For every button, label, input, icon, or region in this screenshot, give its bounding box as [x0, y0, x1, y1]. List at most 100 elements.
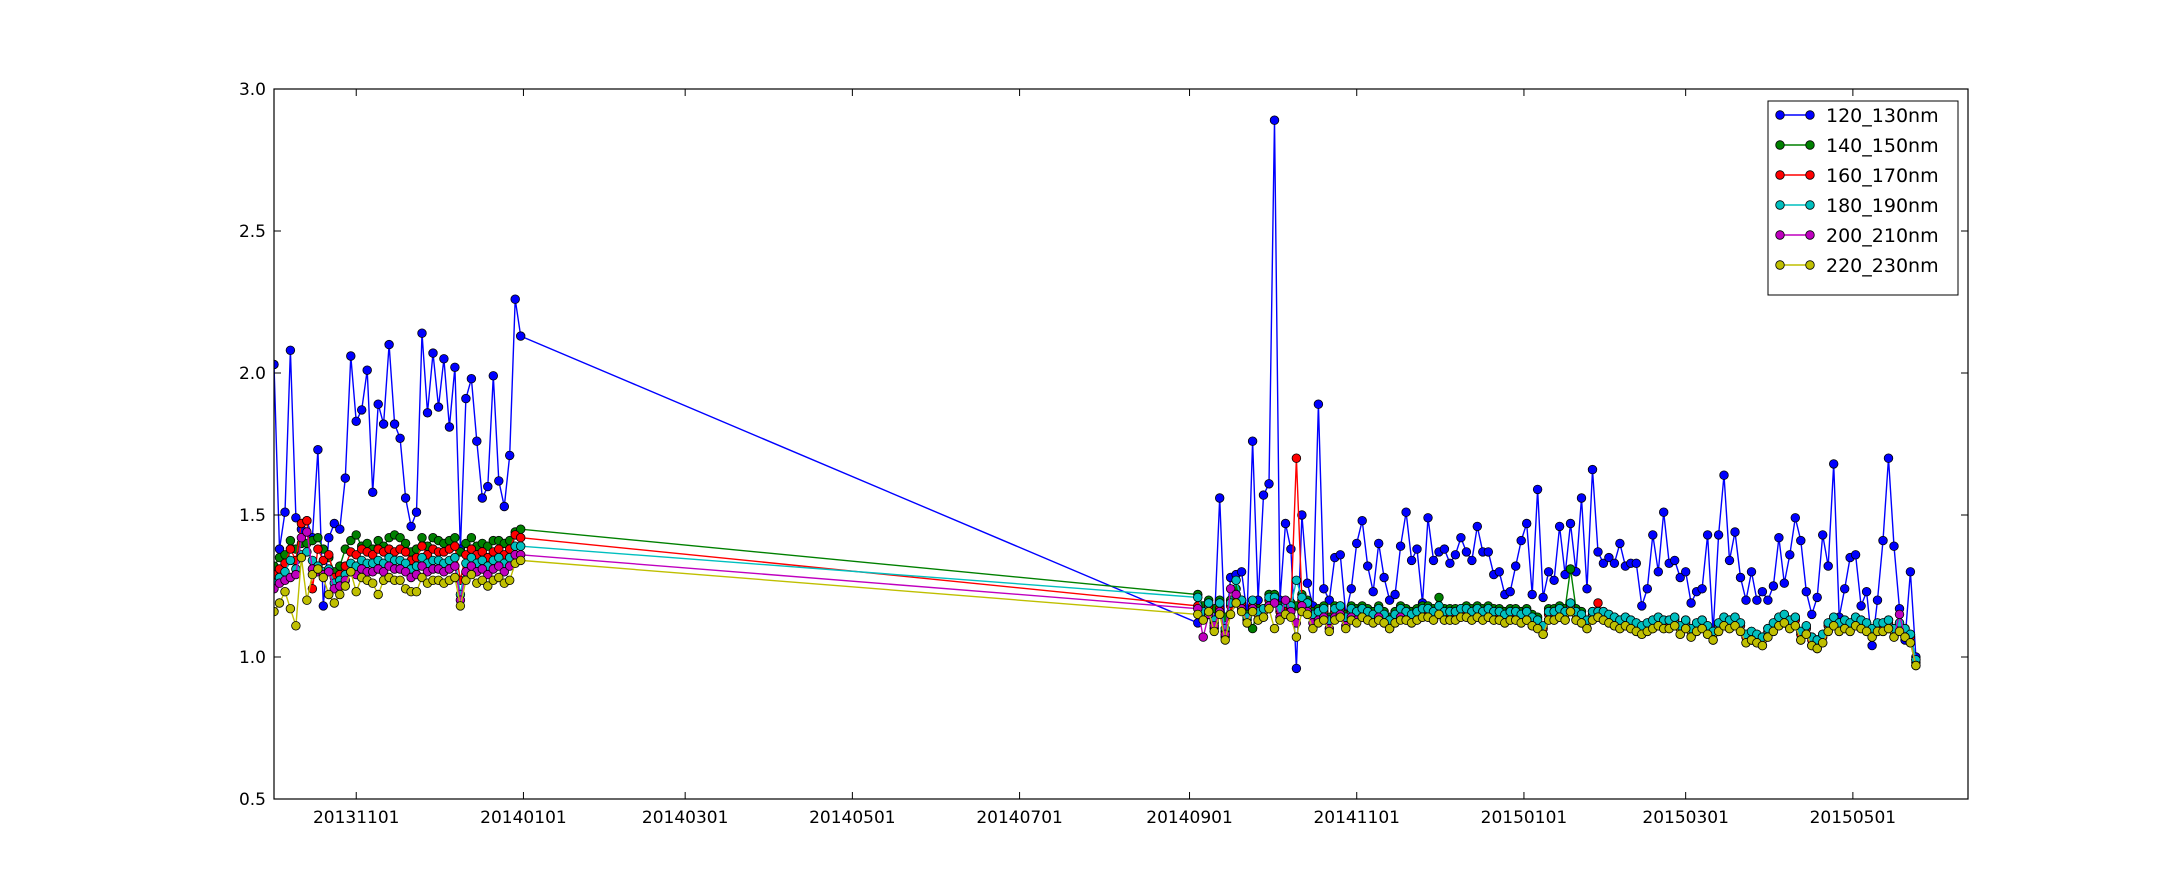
- data-point-200_210nm: [499, 567, 510, 577]
- data-point-120_130nm: [1631, 558, 1642, 569]
- data-point-120_130nm: [1297, 510, 1307, 520]
- data-point-120_130nm: [1236, 567, 1247, 577]
- data-point-120_130nm: [1346, 584, 1357, 594]
- data-point-220_230nm: [291, 621, 301, 631]
- data-point-180_190nm: [1669, 612, 1680, 622]
- x-tick-label: 20150501: [1810, 808, 1897, 828]
- data-point-220_230nm: [1883, 623, 1894, 634]
- data-point-220_230nm: [1730, 621, 1740, 631]
- data-point-120_130nm: [368, 487, 378, 498]
- data-point-160_170nm: [1291, 453, 1302, 463]
- data-point-180_190nm: [1790, 612, 1801, 622]
- data-point-220_230nm: [373, 589, 383, 600]
- data-point-220_230nm: [1231, 598, 1241, 608]
- legend-entry-200_210nm: 200_210nm: [1775, 225, 1939, 247]
- data-point-220_230nm: [1286, 612, 1296, 622]
- data-point-140_150nm: [417, 533, 427, 543]
- data-point-120_130nm: [1774, 533, 1784, 543]
- data-point-120_130nm: [1735, 572, 1746, 583]
- data-point-120_130nm: [1883, 453, 1894, 463]
- data-point-220_230nm: [1193, 609, 1203, 620]
- data-point-220_230nm: [1812, 643, 1822, 654]
- data-point-220_230nm: [1779, 618, 1790, 628]
- data-point-140_150nm: [483, 541, 493, 551]
- data-point-120_130nm: [1658, 507, 1669, 517]
- x-tick-label: 20140701: [976, 808, 1063, 828]
- legend-entry-220_230nm: 220_230nm: [1775, 255, 1939, 277]
- data-point-120_130nm: [1461, 547, 1472, 557]
- data-point-120_130nm: [351, 416, 361, 427]
- data-point-120_130nm: [335, 524, 345, 534]
- series-line-120_130nm: [274, 120, 1917, 669]
- data-point-120_130nm: [329, 518, 340, 529]
- data-point-140_150nm: [351, 530, 361, 540]
- data-point-220_230nm: [324, 589, 334, 600]
- data-point-120_130nm: [406, 521, 416, 532]
- legend-box: [1767, 100, 1959, 296]
- series-layer: [274, 115, 1921, 674]
- data-point-120_130nm: [1335, 550, 1346, 560]
- data-point-120_130nm: [1867, 640, 1877, 651]
- data-point-200_210nm: [1280, 595, 1291, 605]
- data-point-120_130nm: [1258, 490, 1269, 500]
- data-point-220_230nm: [450, 572, 460, 583]
- data-point-120_130nm: [1379, 572, 1389, 583]
- legend-marker: [1775, 230, 1785, 240]
- data-point-160_170nm: [302, 516, 312, 526]
- data-point-220_230nm: [1845, 626, 1855, 637]
- data-point-120_130nm: [1280, 518, 1291, 529]
- x-tick-label: 20150101: [1481, 808, 1568, 828]
- data-point-120_130nm: [1648, 530, 1658, 540]
- data-point-220_230nm: [1341, 623, 1351, 634]
- legend: 120_130nm 140_150nm 160_170nm 180_190nm 200_…: [1767, 100, 1959, 296]
- data-point-120_130nm: [1538, 592, 1548, 603]
- data-point-120_130nm: [1510, 561, 1521, 571]
- data-point-120_130nm: [1807, 609, 1817, 620]
- data-point-160_170nm: [313, 544, 323, 554]
- data-point-160_170nm: [318, 555, 329, 566]
- data-point-120_130nm: [1724, 555, 1735, 566]
- data-point-120_130nm: [389, 419, 400, 429]
- data-point-160_170nm: [1593, 598, 1603, 608]
- data-point-120_130nm: [318, 601, 329, 611]
- data-point-120_130nm: [1368, 587, 1378, 597]
- legend-marker: [1805, 260, 1815, 270]
- data-point-120_130nm: [1872, 595, 1883, 605]
- data-point-140_150nm: [1247, 623, 1258, 634]
- data-point-220_230nm: [1220, 635, 1230, 645]
- data-point-120_130nm: [1598, 558, 1609, 569]
- data-point-120_130nm: [1494, 567, 1505, 577]
- data-point-120_130nm: [1905, 567, 1916, 577]
- data-point-220_230nm: [1209, 626, 1219, 637]
- data-point-120_130nm: [362, 365, 372, 375]
- data-point-200_210nm: [1225, 584, 1236, 594]
- data-point-200_210nm: [291, 569, 301, 580]
- plot-frame: [273, 88, 1969, 800]
- legend-label: 180_190nm: [1826, 195, 1939, 217]
- data-point-220_230nm: [1258, 612, 1269, 622]
- data-point-220_230nm: [318, 572, 329, 583]
- data-point-180_190nm: [1291, 575, 1302, 586]
- data-point-200_210nm: [1269, 598, 1280, 608]
- data-point-180_190nm: [1801, 621, 1812, 631]
- data-point-220_230nm: [1532, 623, 1543, 634]
- data-point-120_130nm: [285, 345, 296, 356]
- data-point-120_130nm: [1472, 521, 1483, 532]
- data-point-120_130nm: [1264, 479, 1274, 489]
- data-point-120_130nm: [1642, 584, 1653, 594]
- data-point-160_170nm: [351, 550, 361, 560]
- data-point-120_130nm: [1637, 601, 1647, 611]
- data-point-220_230nm: [1708, 635, 1718, 645]
- data-point-220_230nm: [516, 555, 526, 566]
- data-point-220_230nm: [335, 589, 345, 600]
- data-point-220_230nm: [1796, 635, 1806, 645]
- data-point-120_130nm: [1757, 587, 1768, 597]
- data-point-220_230nm: [340, 581, 351, 591]
- data-point-140_150nm: [461, 538, 471, 549]
- data-point-120_130nm: [461, 393, 471, 404]
- data-point-220_230nm: [1434, 609, 1444, 620]
- data-point-120_130nm: [1615, 538, 1625, 549]
- data-point-120_130nm: [1313, 399, 1324, 409]
- data-point-220_230nm: [1264, 604, 1274, 614]
- data-point-120_130nm: [1302, 578, 1313, 588]
